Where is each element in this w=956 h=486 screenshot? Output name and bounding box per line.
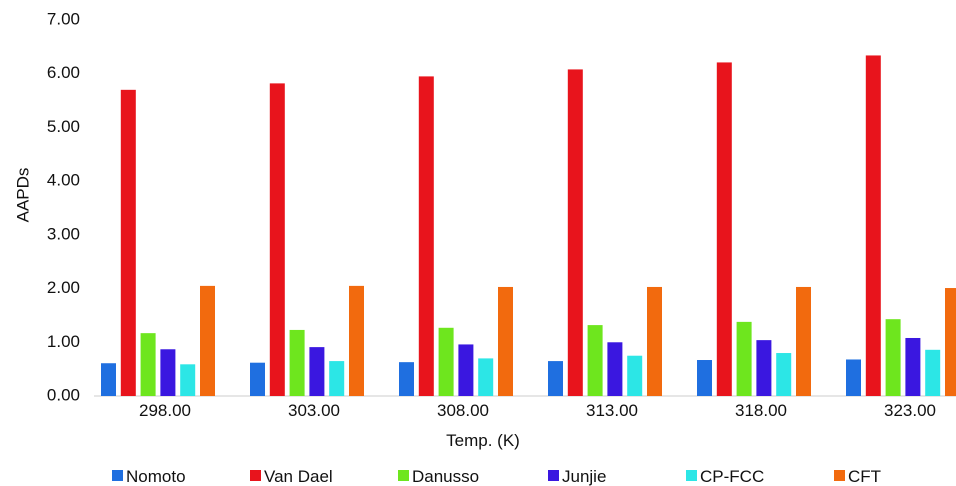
- bar-cp-fcc: [925, 349, 941, 396]
- x-tick-label: 318.00: [735, 401, 787, 420]
- bar-cp-fcc: [180, 364, 196, 396]
- legend-label: Nomoto: [126, 467, 186, 486]
- x-tick-label: 308.00: [437, 401, 489, 420]
- x-axis-ticks: 298.00 303.00 308.00 313.00 318.00 323.00: [139, 401, 936, 420]
- bar-van-dael: [865, 55, 881, 397]
- x-tick-label: 323.00: [884, 401, 936, 420]
- bar-nomoto: [846, 359, 861, 396]
- bar-van-dael: [269, 83, 285, 396]
- bar-junjie: [905, 337, 921, 396]
- bar-cp-fcc: [776, 353, 792, 396]
- bar-danusso: [289, 329, 305, 396]
- legend-label: Van Dael: [264, 467, 333, 486]
- legend: Nomoto Van Dael Danusso Junjie CP-FCC CFT: [112, 467, 881, 486]
- x-axis-title: Temp. (K): [446, 431, 520, 450]
- legend-swatch: [686, 470, 697, 481]
- bar-nomoto: [250, 362, 265, 396]
- bar-cft: [796, 286, 811, 396]
- bar-nomoto: [399, 362, 414, 396]
- x-tick-label: 303.00: [288, 401, 340, 420]
- legend-label: Danusso: [412, 467, 479, 486]
- category-group: [548, 69, 662, 396]
- y-tick-label: 0.00: [47, 385, 80, 404]
- bar-van-dael: [120, 89, 136, 396]
- y-tick-label: 2.00: [47, 278, 80, 297]
- bar-van-dael: [418, 76, 434, 397]
- legend-item: CFT: [834, 467, 881, 486]
- y-tick-label: 7.00: [47, 9, 80, 28]
- legend-swatch: [548, 470, 559, 481]
- y-tick-label: 4.00: [47, 171, 80, 190]
- bar-junjie: [160, 349, 176, 396]
- y-axis-title: AAPDs: [13, 168, 32, 223]
- bar-cp-fcc: [478, 358, 494, 396]
- legend-item: Van Dael: [250, 467, 333, 486]
- bars-group: [101, 55, 956, 397]
- bar-nomoto: [101, 363, 116, 396]
- bar-cp-fcc: [627, 355, 643, 396]
- x-tick-label: 313.00: [586, 401, 638, 420]
- bar-nomoto: [697, 360, 712, 396]
- legend-item: CP-FCC: [686, 467, 764, 486]
- legend-item: Nomoto: [112, 467, 186, 486]
- bar-van-dael: [716, 62, 732, 396]
- category-group: [399, 76, 513, 397]
- y-axis-ticks: 0.00 1.00 2.00 3.00 4.00 5.00 6.00 7.00: [47, 9, 80, 404]
- bar-cft: [647, 286, 662, 396]
- legend-swatch: [112, 470, 123, 481]
- bar-danusso: [885, 319, 901, 396]
- bar-junjie: [607, 342, 623, 396]
- category-group: [250, 83, 364, 396]
- y-tick-label: 3.00: [47, 224, 80, 243]
- legend-swatch: [834, 470, 845, 481]
- bar-cft: [349, 285, 364, 396]
- y-tick-label: 5.00: [47, 117, 80, 136]
- x-tick-label: 298.00: [139, 401, 191, 420]
- bar-danusso: [140, 333, 156, 396]
- bar-danusso: [736, 321, 752, 396]
- legend-label: CFT: [848, 467, 881, 486]
- bar-junjie: [458, 344, 474, 396]
- bar-van-dael: [567, 69, 583, 396]
- category-group: [697, 62, 811, 396]
- legend-label: CP-FCC: [700, 467, 764, 486]
- legend-swatch: [398, 470, 409, 481]
- y-tick-label: 6.00: [47, 63, 80, 82]
- legend-item: Danusso: [398, 467, 479, 486]
- bar-junjie: [756, 340, 772, 396]
- category-group: [101, 89, 215, 396]
- bar-junjie: [309, 347, 325, 396]
- bar-cft: [945, 288, 956, 396]
- bar-danusso: [587, 325, 603, 396]
- bar-nomoto: [548, 361, 563, 396]
- bar-cft: [200, 285, 215, 396]
- bar-danusso: [438, 327, 454, 396]
- legend-swatch: [250, 470, 261, 481]
- y-tick-label: 1.00: [47, 332, 80, 351]
- legend-item: Junjie: [548, 467, 606, 486]
- category-group: [846, 55, 956, 397]
- bar-cft: [498, 286, 513, 396]
- legend-label: Junjie: [562, 467, 606, 486]
- bar-cp-fcc: [329, 361, 345, 396]
